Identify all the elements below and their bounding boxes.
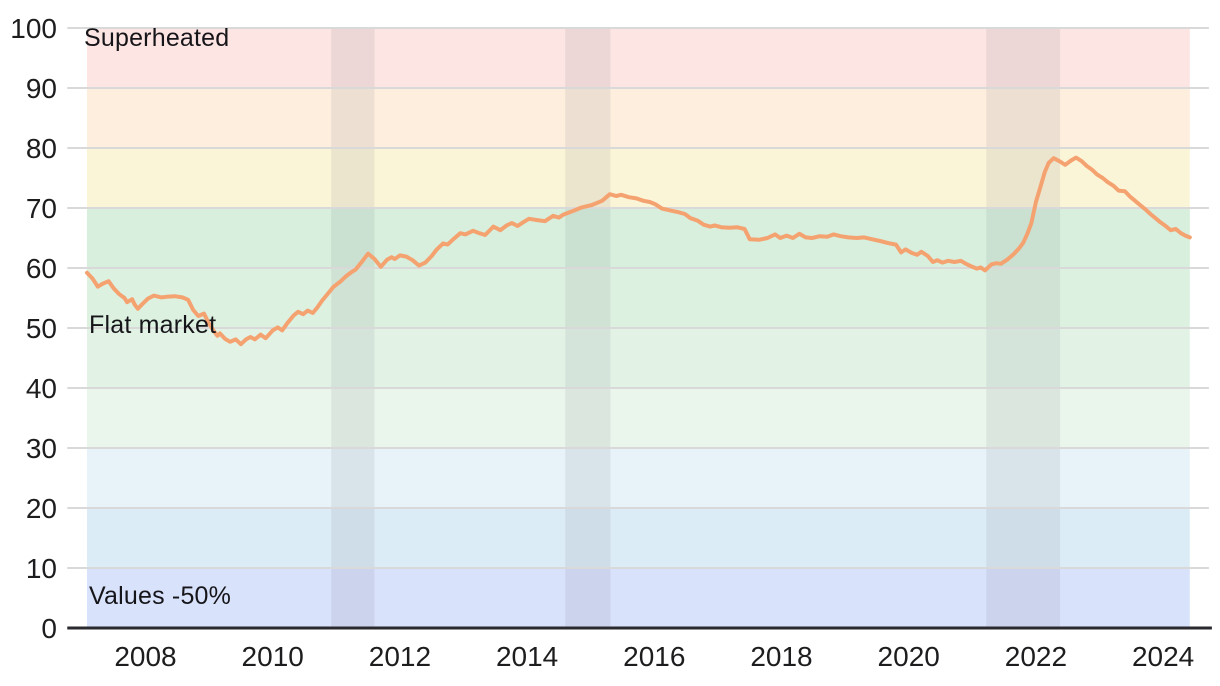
x-tick-label: 2022 <box>1005 641 1067 672</box>
value-zone-band <box>86 268 1190 328</box>
zone-label-flat-market: Flat market <box>89 311 217 339</box>
x-tick-label: 2014 <box>496 641 558 672</box>
y-tick-label: 20 <box>26 493 57 524</box>
y-tick-label: 50 <box>26 313 57 344</box>
y-tick-label: 10 <box>26 553 57 584</box>
value-zone-band <box>86 208 1190 268</box>
x-tick-label: 2012 <box>369 641 431 672</box>
index-line-series <box>85 155 1192 347</box>
value-zone-band <box>86 508 1190 568</box>
x-tick-label: 2020 <box>878 641 940 672</box>
value-zone-band <box>86 328 1190 388</box>
value-zone-band <box>86 568 1190 628</box>
y-tick-label: 40 <box>26 373 57 404</box>
zone-label-superheated: Superheated <box>84 24 230 52</box>
zone-label-values-minus-50: Values -50% <box>89 582 232 610</box>
y-tick-label: 60 <box>26 253 57 284</box>
x-tick-label: 2010 <box>242 641 304 672</box>
y-tick-label: 70 <box>26 193 57 224</box>
x-tick-label: 2008 <box>114 641 176 672</box>
y-tick-label: 80 <box>26 133 57 164</box>
x-tick-label: 2024 <box>1132 641 1194 672</box>
value-zone-band <box>86 88 1190 148</box>
y-tick-label: 0 <box>41 613 57 644</box>
x-tick-label: 2016 <box>623 641 685 672</box>
value-zone-band <box>86 28 1190 88</box>
y-tick-label: 100 <box>10 13 57 44</box>
y-tick-label: 90 <box>26 73 57 104</box>
x-tick-label: 2018 <box>750 641 812 672</box>
y-tick-label: 30 <box>26 433 57 464</box>
value-zone-band <box>86 388 1190 448</box>
value-zone-band <box>86 448 1190 508</box>
